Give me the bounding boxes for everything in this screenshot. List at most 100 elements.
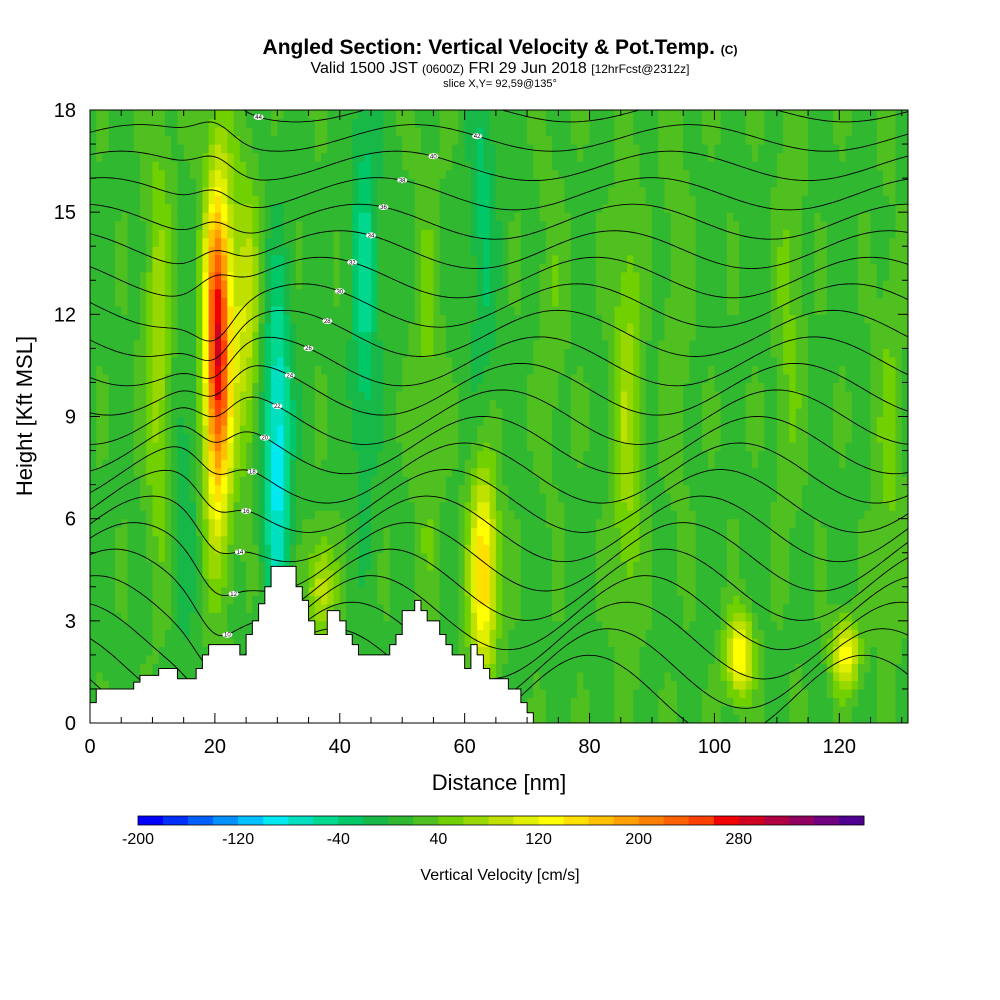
heatmap-cell <box>177 603 185 613</box>
heatmap-cell <box>502 467 509 477</box>
heatmap-cell <box>639 680 647 690</box>
heatmap-cell <box>114 527 122 537</box>
heatmap-cell <box>683 399 691 409</box>
heatmap-cell <box>346 535 353 545</box>
heatmap-cell <box>714 595 722 605</box>
heatmap-cell <box>851 476 859 486</box>
heatmap-cell <box>726 484 734 494</box>
subtitle-zulu-time: (0600Z) <box>422 62 465 76</box>
heatmap-cell <box>895 535 903 545</box>
heatmap-cell <box>689 680 697 690</box>
heatmap-cell <box>776 467 784 477</box>
heatmap-cell <box>658 467 666 477</box>
heatmap-cell <box>714 527 722 537</box>
heatmap-cell <box>664 663 672 673</box>
heatmap-cell <box>602 518 609 528</box>
heatmap-cell <box>96 603 104 613</box>
heatmap-cell <box>96 663 104 673</box>
heatmap-cell <box>146 416 154 426</box>
heatmap-cell <box>808 527 815 537</box>
heatmap-cell <box>795 535 803 545</box>
heatmap-cell <box>733 433 740 443</box>
heatmap-cell <box>352 467 360 477</box>
heatmap-cell <box>614 654 622 664</box>
heatmap-cell <box>733 705 740 716</box>
heatmap-cell <box>208 416 216 426</box>
heatmap-cell <box>364 646 372 656</box>
heatmap-cell <box>570 467 578 477</box>
heatmap-cell <box>858 654 865 664</box>
heatmap-cell <box>820 603 828 613</box>
heatmap-cell <box>789 552 797 562</box>
heatmap-cell <box>539 433 547 443</box>
heatmap-cell <box>489 561 497 571</box>
heatmap-cell <box>839 663 847 673</box>
heatmap-cell <box>208 629 216 639</box>
heatmap-cell <box>96 561 104 571</box>
heatmap-cell <box>533 705 541 716</box>
heatmap-cell <box>633 433 641 443</box>
heatmap-cell <box>395 399 403 409</box>
heatmap-cell <box>296 501 303 511</box>
heatmap-cell <box>764 637 772 647</box>
heatmap-cell <box>758 518 765 528</box>
heatmap-cell <box>352 603 360 613</box>
heatmap-cell <box>552 433 559 443</box>
heatmap-cell <box>639 518 647 528</box>
heatmap-cell <box>633 544 641 554</box>
heatmap-cell <box>870 467 878 477</box>
heatmap-cell <box>845 714 853 723</box>
heatmap-cell <box>764 442 772 452</box>
heatmap-cell <box>558 671 566 682</box>
heatmap-cell <box>102 544 110 554</box>
heatmap-cell <box>308 416 316 426</box>
heatmap-cell <box>539 425 547 435</box>
heatmap-cell <box>208 552 216 562</box>
heatmap-cell <box>826 586 834 596</box>
heatmap-cell <box>627 510 634 520</box>
heatmap-cell <box>427 603 435 613</box>
heatmap-cell <box>783 671 790 682</box>
heatmap-cell <box>152 467 160 477</box>
heatmap-cell <box>795 705 803 716</box>
heatmap-cell <box>814 637 822 647</box>
heatmap-cell <box>870 603 878 613</box>
heatmap-cell <box>196 459 203 469</box>
heatmap-cell <box>302 586 310 596</box>
heatmap-cell <box>346 425 353 435</box>
heatmap-cell <box>389 586 397 596</box>
heatmap-cell <box>589 671 597 682</box>
heatmap-cell <box>127 459 135 469</box>
heatmap-cell <box>308 535 316 545</box>
heatmap-cell <box>602 637 609 647</box>
heatmap-cell <box>864 493 872 503</box>
heatmap-cell <box>452 450 460 460</box>
heatmap-cell <box>876 620 884 630</box>
heatmap-cell <box>177 450 185 460</box>
heatmap-cell <box>158 433 166 443</box>
heatmap-cell <box>539 603 547 613</box>
heatmap-cell <box>183 646 191 656</box>
heatmap-cell <box>676 637 684 647</box>
heatmap-cell <box>146 433 154 443</box>
heatmap-cell <box>452 637 460 647</box>
heatmap-cell <box>776 697 784 707</box>
heatmap-cell <box>439 476 447 486</box>
heatmap-cell <box>527 561 534 571</box>
heatmap-cell <box>695 620 703 630</box>
heatmap-cell <box>814 450 822 460</box>
heatmap-cell <box>645 603 653 613</box>
heatmap-cell <box>627 714 634 723</box>
heatmap-cell <box>171 518 179 528</box>
heatmap-cell <box>439 518 447 528</box>
heatmap-cell <box>414 535 422 545</box>
heatmap-cell <box>895 671 903 682</box>
heatmap-cell <box>901 714 908 723</box>
heatmap-cell <box>108 680 116 690</box>
heatmap-cell <box>445 425 453 435</box>
heatmap-cell <box>314 629 322 639</box>
heatmap-cell <box>164 476 172 486</box>
heatmap-cell <box>489 501 497 511</box>
heatmap-cell <box>826 612 834 622</box>
heatmap-cell <box>271 425 278 435</box>
